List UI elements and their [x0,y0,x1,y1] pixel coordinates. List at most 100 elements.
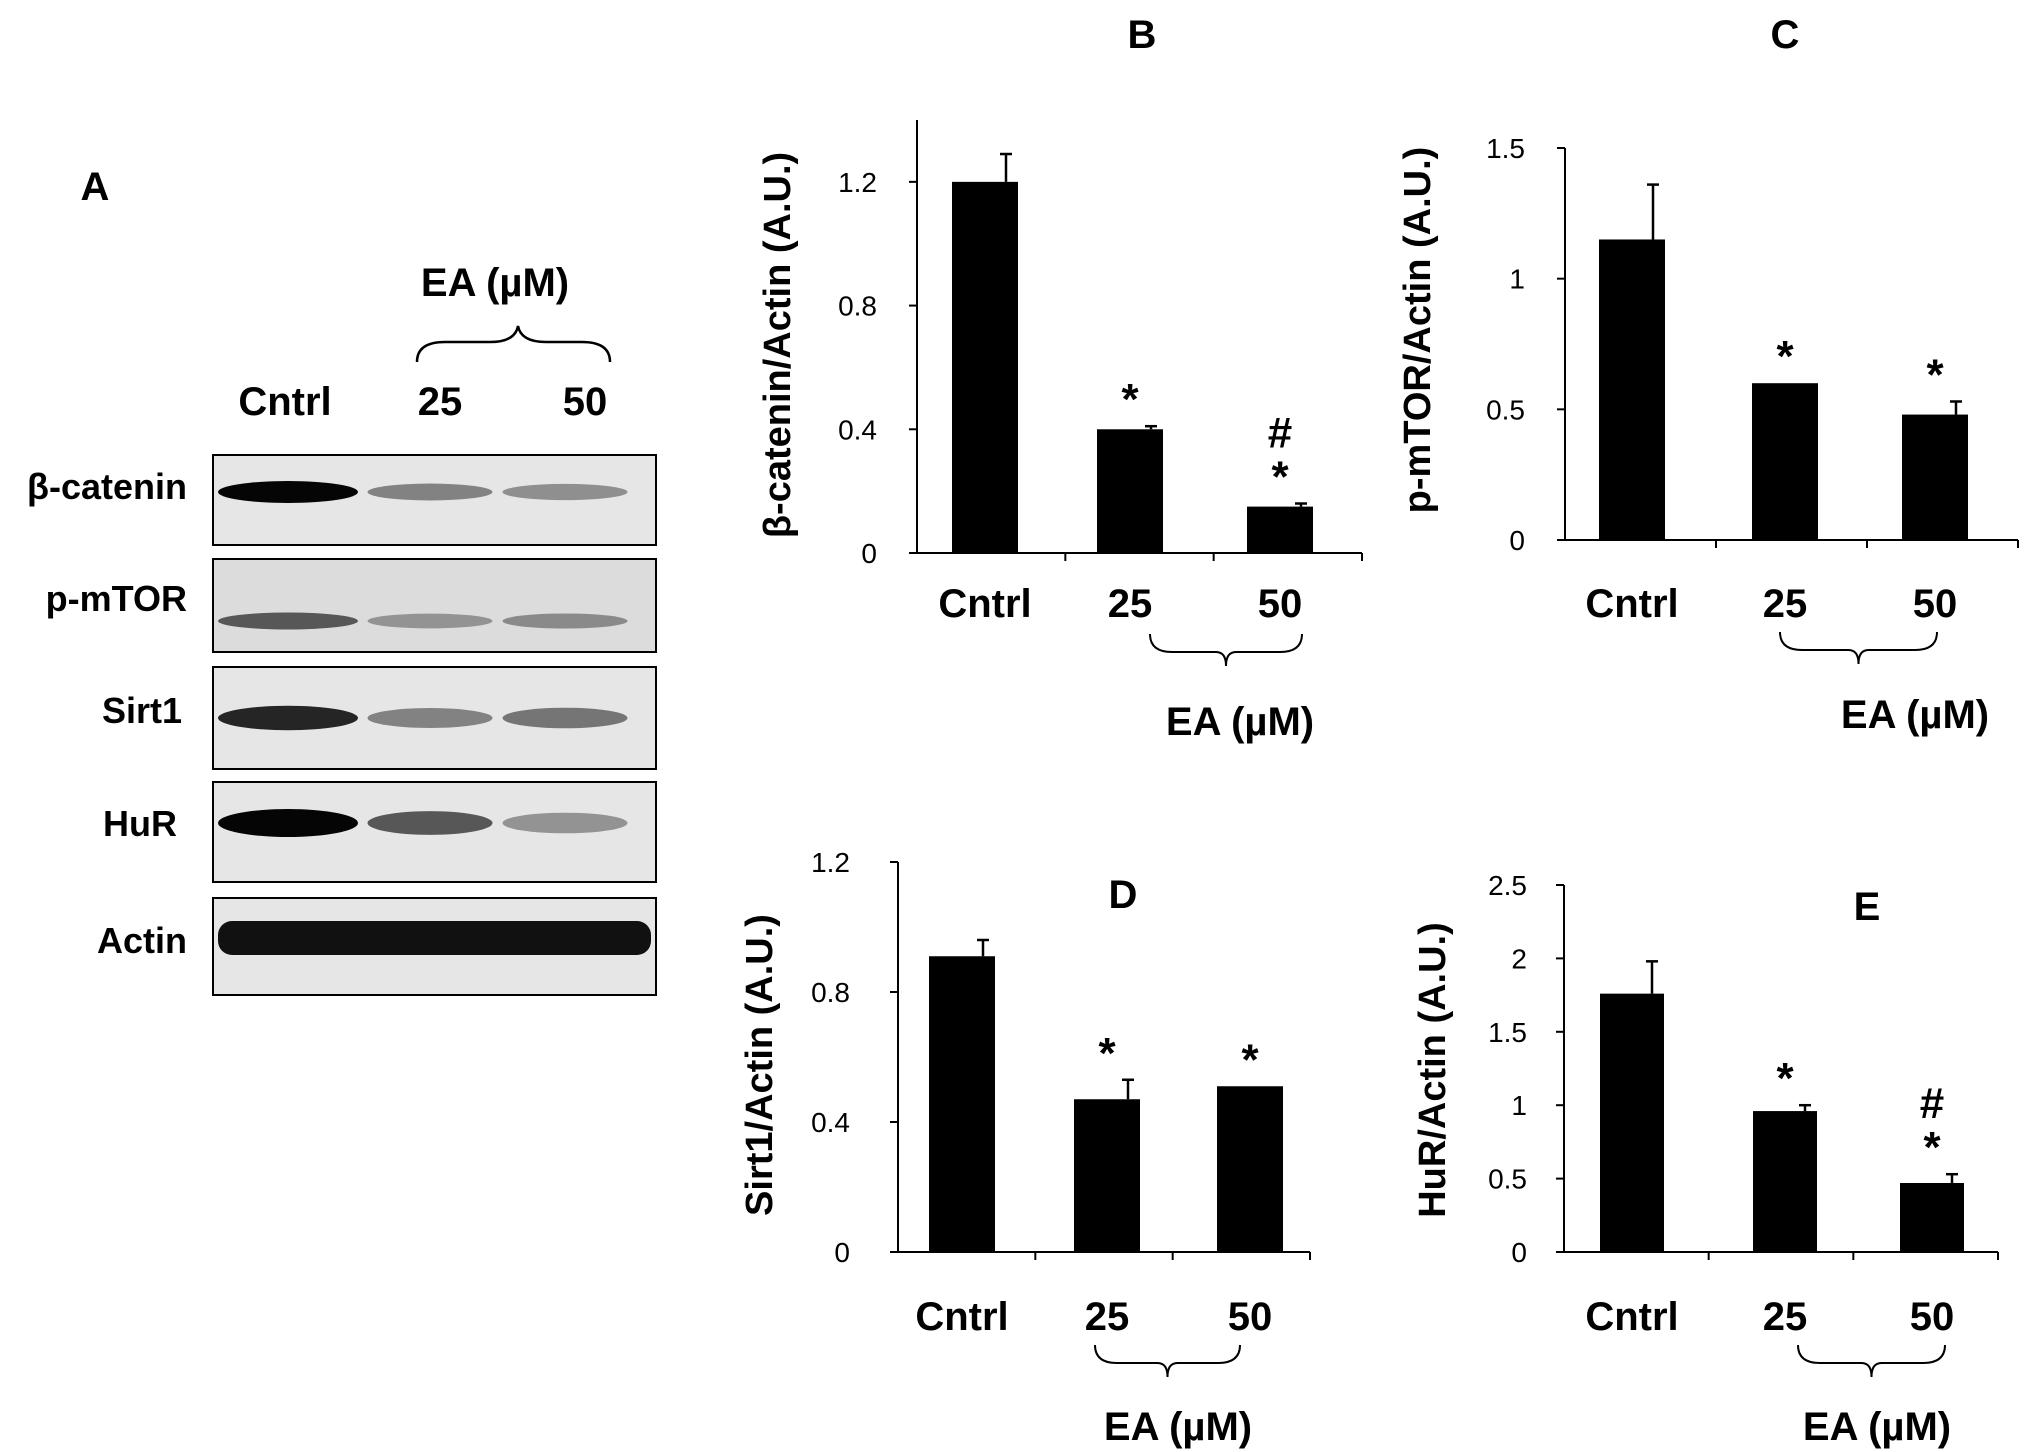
band-label-p-mtor: p-mTOR [46,578,187,619]
blot-strips [212,454,657,996]
chart-b-significance-star: * [1121,375,1139,424]
chart-c-bar-25 [1752,383,1818,540]
chart-e-y-tick-label: 2.5 [1488,870,1527,901]
chart-d-significance-star: * [1098,1029,1116,1078]
chart-d-y-tick-label: 0.4 [811,1107,850,1138]
band-label-hur: HuR [103,803,177,844]
chart-d-category-label: 25 [1085,1295,1130,1339]
blot-band-beta-catenin-lane-2 [367,483,493,501]
chart-d-y-tick-label: 0.8 [811,977,850,1008]
chart-c-significance-star: * [1776,332,1794,381]
chart-e-y-tick-label: 0.5 [1488,1164,1527,1195]
blot-band-beta-catenin-lane-3 [502,483,628,501]
chart-d-significance-star: * [1241,1035,1259,1084]
chart-b-y-axis-label: β-catenin/Actin (A.U.) [757,152,799,538]
blot-band-actin-continuous [218,921,651,955]
blot-band-hur-lane-3 [502,812,628,834]
lane-label-25: 25 [418,380,463,424]
chart-b-bar-25 [1097,429,1163,553]
chart-c-category-label: 25 [1763,582,1808,626]
panel-d-letter: D [1109,873,1138,917]
lane-label-cntrl: Cntrl [238,380,331,424]
panel-a-letter: A [81,165,110,209]
blot-band-sirt1-lane-3 [502,707,628,729]
chart-c-treatment-label: EA (µM) [1841,693,1989,737]
chart-e-y-tick-label: 1.5 [1488,1017,1527,1048]
chart-e-y-axis-label: HuR/Actin (A.U.) [1412,922,1454,1218]
chart-c-category-label: 50 [1913,582,1958,626]
chart-d-y-axis-label: Sirt1/Actin (A.U.) [739,914,781,1216]
chart-c-bar-cntrl [1599,239,1665,540]
chart-e-bar-cntrl [1600,993,1664,1252]
chart-c-y-axis-label: p-mTOR/Actin (A.U.) [1397,147,1439,514]
chart-b-category-label: 50 [1258,582,1303,626]
panel-a-treatment-bracket [415,325,612,363]
blot-band-p-mtor-lane-2 [367,613,493,629]
blot-band-sirt1-lane-2 [367,708,493,728]
chart-b-y-tick-label: 0.4 [838,414,877,445]
lane-label-50: 50 [563,380,608,424]
chart-d-y-tick-label: 0 [834,1237,850,1268]
chart-b-category-label: 25 [1108,582,1153,626]
band-label-sirt1: Sirt1 [102,690,182,731]
chart-c-y-tick-label: 0 [1509,525,1525,556]
chart-e-bar-25 [1753,1111,1817,1252]
panel-a-western-blot: A EA (µM) Cntrl 25 50 β-catenin p-mTOR S… [27,165,657,996]
chart-e-significance-hash: # [1920,1079,1944,1128]
chart-c-bar-50 [1902,414,1968,540]
blot-band-hur-lane-2 [367,811,493,835]
chart-c-y-tick-label: 0.5 [1486,394,1525,425]
chart-e-y-tick-label: 1 [1511,1090,1527,1121]
chart-e-category-label: 50 [1910,1295,1955,1339]
chart-d-bar-50 [1217,1086,1283,1252]
blot-band-sirt1-lane-1 [218,705,358,731]
chart-d-category-label: 50 [1228,1295,1273,1339]
panel-e-letter: E [1854,885,1881,929]
chart-d-treatment-label: EA (µM) [1104,1405,1252,1449]
chart-d-treatment-bracket [1094,1344,1241,1378]
chart-b-bar-50 [1247,506,1313,553]
chart-e-y-tick-label: 2 [1511,943,1527,974]
panel-a-treatment-label: EA (µM) [421,261,569,305]
chart-e-treatment-label: EA (µM) [1803,1405,1951,1449]
chart-b-y-tick-label: 0 [861,538,877,569]
band-label-beta-catenin: β-catenin [27,466,187,507]
chart-b-category-label: Cntrl [938,582,1031,626]
chart-d-y-tick-label: 1.2 [811,847,850,878]
chart-b-y-tick-label: 1.2 [838,167,877,198]
blot-band-p-mtor-lane-3 [502,613,628,629]
chart-e-y-tick-label: 0 [1511,1237,1527,1268]
chart-b-beta-catenin: B 00.40.81.2Cntrl*25*#50β-catenin/Actin … [757,13,1363,744]
chart-d-category-label: Cntrl [915,1295,1008,1339]
chart-b-y-tick-label: 0.8 [838,291,877,322]
blot-band-hur-lane-1 [218,809,358,837]
band-label-actin: Actin [97,920,187,961]
chart-e-bar-50 [1900,1183,1964,1252]
chart-b-treatment-label: EA (µM) [1166,700,1314,744]
panel-c-letter: C [1771,13,1800,57]
chart-b-significance-hash: # [1268,409,1292,458]
chart-c-y-tick-label: 1.5 [1486,133,1525,164]
panel-b-letter: B [1128,13,1157,57]
chart-d-bar-cntrl [929,956,995,1252]
chart-e-treatment-bracket [1797,1344,1946,1378]
chart-e-category-label: Cntrl [1585,1295,1678,1339]
chart-e-significance-star: * [1923,1123,1941,1172]
chart-c-category-label: Cntrl [1585,582,1678,626]
blot-band-p-mtor-lane-1 [218,612,358,630]
chart-d-sirt1: D 0 0.4 0.8 1.2 Cntrl * 25 * 50 Sirt1/Actin (A.U.… [739,847,1311,1449]
chart-c-p-mtor: C 0 0.5 1 1.5 Cntrl * 25 * 50 p-mTOR/Actin (A.U.)… [1397,13,2019,737]
chart-e-category-label: 25 [1763,1295,1808,1339]
chart-e-significance-star: * [1776,1054,1794,1103]
chart-d-bar-25 [1074,1099,1140,1252]
chart-b-significance-star: * [1271,453,1289,502]
chart-b-treatment-bracket [1149,633,1303,667]
blot-band-beta-catenin-lane-1 [218,481,358,503]
chart-c-y-tick-label: 1 [1509,264,1525,295]
chart-b-bar-cntrl [952,181,1018,553]
blot-strip-p-mtor [212,558,657,653]
chart-c-treatment-bracket [1779,631,1938,665]
chart-c-significance-star: * [1926,350,1944,399]
